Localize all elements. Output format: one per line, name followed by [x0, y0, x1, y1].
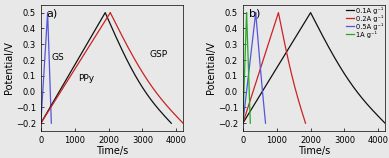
- X-axis label: Time/s: Time/s: [96, 146, 128, 156]
- Text: PPy: PPy: [78, 74, 94, 83]
- Y-axis label: Potential/V: Potential/V: [207, 42, 216, 94]
- Legend: 0.1A g⁻¹, 0.2A g⁻¹, 0.5A g⁻¹, 1A g⁻¹: 0.1A g⁻¹, 0.2A g⁻¹, 0.5A g⁻¹, 1A g⁻¹: [345, 6, 384, 38]
- Text: b): b): [249, 9, 260, 18]
- Y-axis label: Potential/V: Potential/V: [4, 42, 14, 94]
- Text: GSP: GSP: [149, 50, 167, 59]
- Text: a): a): [47, 9, 58, 18]
- X-axis label: Time/s: Time/s: [298, 146, 330, 156]
- Text: GS: GS: [52, 53, 65, 62]
